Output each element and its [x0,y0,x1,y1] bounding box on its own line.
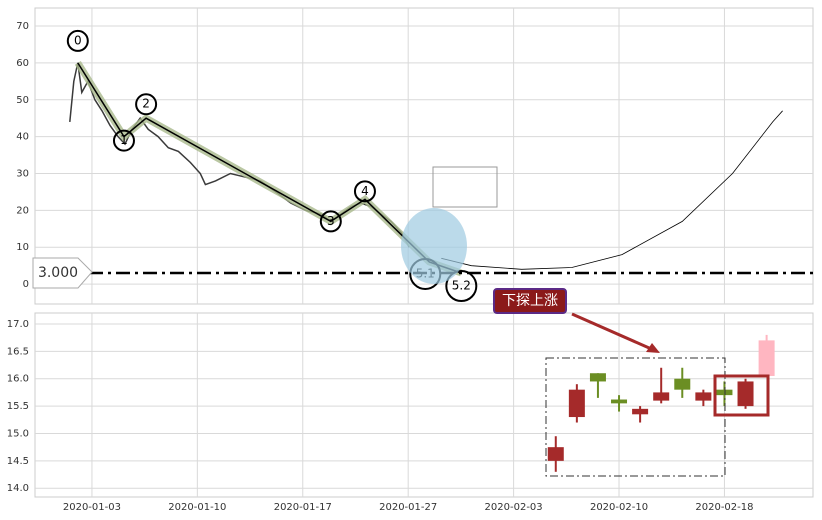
arrow-head [646,343,660,353]
x-tick-label: 2020-02-10 [590,502,648,513]
annotation-text: 下探上涨 [502,293,558,309]
x-tick-label: 2020-02-03 [485,502,543,513]
candle-body [695,392,712,401]
candle-body [758,340,775,376]
curve [441,110,783,270]
candle-body [632,408,649,415]
annotation-arrow [571,312,657,353]
highlight-ellipse [401,208,467,284]
wave-label: 3 [327,214,335,228]
image-frame [432,166,498,208]
y-tick-label: 50 [16,95,29,106]
x-tick-label: 2020-01-27 [379,502,437,513]
candle-body [653,392,670,401]
wave-label: 5.2 [452,279,471,293]
wave-marker [353,180,376,203]
y-tick-label: 0 [23,279,29,290]
y-tick-label: 16.0 [7,374,29,385]
candle-body [674,378,691,390]
wave-marker [319,210,342,233]
wave-label: 4 [361,184,369,198]
wave-marker [445,270,478,303]
y-tick-label: 10 [16,242,29,253]
wave-marker [112,129,135,152]
candle-body [716,389,733,396]
y-tick-label: 30 [16,169,29,180]
y-tick-label: 15.0 [7,428,29,439]
bottom-panel [34,312,814,498]
wave-marker [66,29,89,52]
x-tick-label: 2020-01-03 [63,502,121,513]
wave-label: 0 [74,33,82,47]
annotation-box [493,288,567,314]
candle-body [547,447,564,461]
focus-box [713,374,770,417]
y-tick-label: 70 [16,21,29,32]
y-tick-label: 15.5 [7,401,29,412]
y-tick-label: 40 [16,132,29,143]
support-label: 3.000 [38,265,78,281]
y-tick-label: 14.5 [7,456,29,467]
x-tick-label: 2020-02-18 [695,502,753,513]
hline-label-box [32,257,93,289]
x-tick-label: 2020-01-17 [274,502,332,513]
y-tick-label: 17.0 [7,319,29,330]
wave-label: 1 [120,133,128,147]
candle-body [568,389,585,418]
wave-marker [135,93,158,116]
y-tick-label: 20 [16,205,29,216]
range-box [545,357,726,477]
y-tick-label: 14.0 [7,483,29,494]
y-tick-label: 60 [16,58,29,69]
candle-body [611,399,628,404]
candle-body [737,381,754,407]
wave-label: 2 [142,97,150,111]
candle-body [589,373,606,382]
x-tick-label: 2020-01-10 [168,502,226,513]
y-tick-label: 16.5 [7,346,29,357]
